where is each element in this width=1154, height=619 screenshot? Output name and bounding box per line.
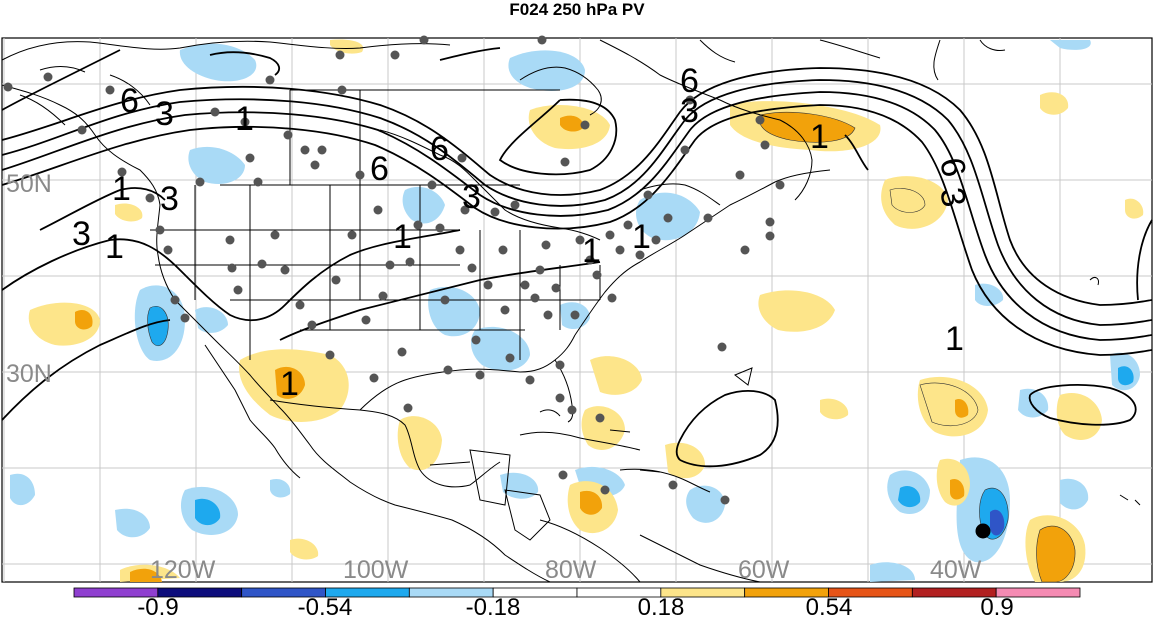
contour-label: 6 <box>120 82 139 120</box>
colorbar-tick-labels: -0.9 -0.54 -0.18 0.18 0.54 0.9 <box>137 594 1013 619</box>
colorbar-swatch <box>995 587 1081 598</box>
lon-label-40w: 40W <box>930 556 982 584</box>
lon-label-120w: 120W <box>150 556 216 584</box>
colorbar-tick-label: -0.54 <box>298 594 353 619</box>
lon-label-100w: 100W <box>343 556 409 584</box>
contour-label: 3 <box>160 180 179 218</box>
colorbar-boxes <box>73 587 1081 598</box>
observation-stations <box>3 35 785 505</box>
anomaly-outlines <box>147 111 1076 583</box>
contour-label: 1 <box>632 218 651 256</box>
colorbar-tick-label: 0.18 <box>638 594 685 619</box>
contour-label: 3 <box>462 178 481 216</box>
contour-label: 1 <box>235 100 254 138</box>
lat-label-30n: 30N <box>6 360 52 388</box>
contour-label: 1 <box>810 118 829 156</box>
colorbar-tick-label: -0.9 <box>137 594 178 619</box>
chart-title: F024 250 hPa PV <box>509 0 645 19</box>
contour-label: 6 <box>370 150 389 188</box>
contour-label: 3 <box>72 215 91 253</box>
contour-label: 1 <box>280 365 299 403</box>
lat-label-50n: 50N <box>6 170 52 198</box>
reference-marker <box>975 523 991 539</box>
boundaries <box>1 39 1141 583</box>
contour-label: 1 <box>112 170 131 208</box>
contour-label: 1 <box>582 232 601 270</box>
contour-label: 6 <box>430 130 449 168</box>
contour-label: 1 <box>105 228 124 266</box>
colorbar-tick-label: 0.9 <box>980 594 1013 619</box>
lon-label-80w: 80W <box>545 556 597 584</box>
contour-label: 6 <box>680 62 699 100</box>
grid-labels: 50N 30N 120W 100W 80W 60W 40W <box>6 170 982 584</box>
contour-label: 1 <box>393 218 412 256</box>
contour-label: 1 <box>945 320 964 358</box>
colorbar-tick-label: 0.54 <box>806 594 853 619</box>
lon-label-60w: 60W <box>738 556 790 584</box>
colorbar-tick-label: -0.18 <box>466 594 521 619</box>
contour-label: 3 <box>680 92 699 130</box>
contour-label: 3 <box>155 95 174 133</box>
